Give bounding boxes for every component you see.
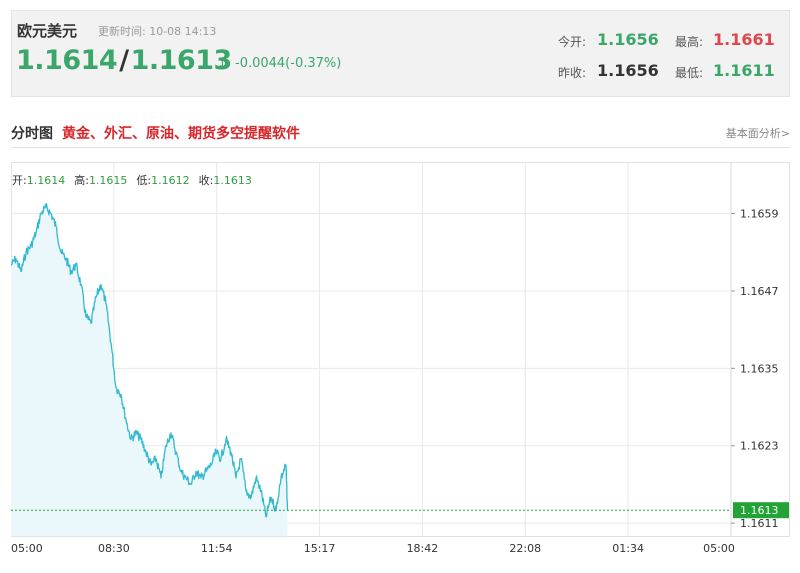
x-tick-label: 05:00 — [703, 542, 735, 555]
high-value: 1.1661 — [713, 30, 775, 49]
open-label: 今开: — [558, 35, 587, 49]
chart-grid — [11, 162, 790, 537]
price-change: -0.0044(-0.37%) — [235, 56, 342, 71]
price-display: 1.1614/1.1613 — [16, 45, 232, 76]
last-price-label: 1.1613 — [740, 504, 779, 517]
fundamental-analysis-link[interactable]: 基本面分析> — [725, 127, 790, 140]
ohlc-open-label: 开: — [12, 174, 27, 187]
x-tick-label: 22:08 — [509, 542, 541, 555]
x-tick-label: 11:54 — [201, 542, 233, 555]
last-price-layer: 1.1613 — [11, 502, 789, 519]
low-value: 1.1611 — [713, 61, 775, 80]
ohlc-open: 1.1614 — [26, 174, 66, 187]
x-axis: 05:00 08:30 11:54 15:17 18:42 22:08 01:34 05:00 — [11, 542, 735, 555]
prev-close-value: 1.1656 — [597, 61, 659, 80]
y-tick-label: 1.1659 — [740, 208, 779, 221]
ask-price: 1.1613 — [130, 45, 233, 76]
line-layer — [11, 203, 289, 518]
ohlc-close: 1.1613 — [213, 174, 252, 187]
area-layer — [11, 203, 288, 537]
x-tick-label: 08:30 — [98, 542, 130, 555]
x-tick-label: 18:42 — [407, 542, 439, 555]
ohlc-low: 1.1612 — [151, 174, 190, 187]
prev-close-label: 昨收: — [558, 66, 587, 80]
update-time: 更新时间: 10-08 14:13 — [98, 25, 217, 38]
price-chart: 1.1613 1.1659 1.1647 1.1635 1.1623 1.1611 05… — [11, 162, 790, 555]
y-tick-label: 1.1635 — [740, 362, 779, 375]
x-tick-label: 05:00 — [11, 542, 43, 555]
ohlc-high: 1.1615 — [88, 174, 128, 187]
x-tick-label: 15:17 — [304, 542, 336, 555]
ohlc-low-label: 低: — [136, 174, 152, 187]
promo-link[interactable]: 黄金、外汇、原油、期货多空提醒软件 — [62, 126, 300, 142]
price-area — [11, 203, 288, 537]
pair-name: 欧元美元 — [17, 22, 78, 40]
bid-price: 1.1614 — [16, 45, 118, 76]
ohlc-readout: 开:1.1614 高:1.1615 低:1.1612 收:1.1613 — [12, 172, 261, 188]
price-separator: / — [119, 45, 129, 76]
y-tick-label: 1.1623 — [740, 440, 779, 453]
x-tick-label: 01:34 — [612, 542, 644, 555]
quote-panel — [11, 10, 790, 97]
section-title: 分时图 — [11, 126, 53, 142]
last-price-badge — [733, 502, 789, 519]
high-label: 最高: — [675, 35, 704, 49]
down-arrow-icon: ↓ — [217, 57, 228, 72]
open-value: 1.1656 — [597, 30, 659, 49]
y-tick-label: 1.1611 — [740, 517, 779, 530]
ohlc-close-label: 收: — [198, 174, 214, 187]
low-label: 最低: — [675, 66, 704, 80]
section-divider — [11, 147, 790, 148]
y-tick-label: 1.1647 — [740, 285, 779, 298]
ohlc-high-label: 高: — [74, 174, 89, 187]
y-axis: 1.1659 1.1647 1.1635 1.1623 1.1611 — [731, 208, 779, 530]
price-line — [11, 203, 289, 518]
